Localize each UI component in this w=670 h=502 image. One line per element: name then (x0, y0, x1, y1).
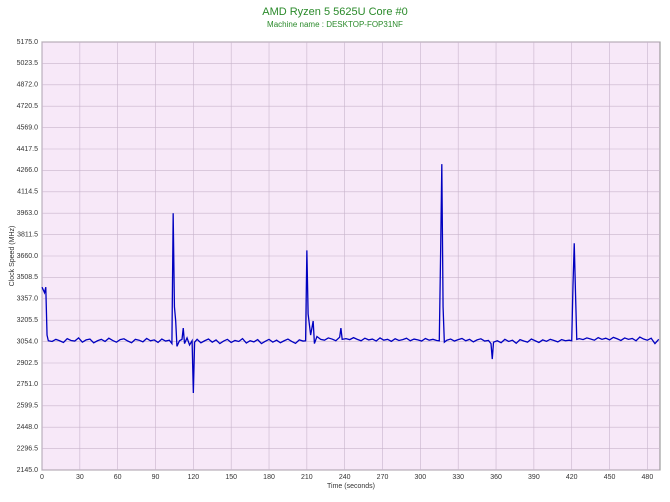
y-tick-label: 3963.0 (17, 210, 39, 217)
x-tick-label: 420 (566, 474, 578, 481)
x-tick-label: 60 (114, 474, 122, 481)
y-tick-label: 4720.5 (17, 103, 39, 110)
chart-subtitle: Machine name : DESKTOP-FOP31NF (267, 20, 403, 29)
x-tick-label: 480 (642, 474, 654, 481)
x-tick-label: 270 (377, 474, 389, 481)
y-tick-label: 4569.0 (17, 124, 39, 131)
y-tick-label: 2145.0 (17, 467, 39, 474)
y-tick-label: 3508.5 (17, 274, 39, 281)
x-tick-label: 0 (40, 474, 44, 481)
x-tick-label: 90 (152, 474, 160, 481)
y-tick-label: 4114.5 (17, 189, 38, 196)
y-tick-label: 5175.0 (17, 39, 39, 46)
x-tick-label: 330 (452, 474, 464, 481)
y-tick-label: 3660.0 (17, 253, 39, 260)
x-tick-label: 30 (76, 474, 84, 481)
x-tick-label: 210 (301, 474, 313, 481)
y-tick-label: 3054.0 (17, 338, 39, 345)
x-tick-label: 300 (415, 474, 427, 481)
y-tick-label: 2751.0 (17, 381, 39, 388)
x-tick-label: 390 (528, 474, 540, 481)
y-tick-label: 4266.0 (17, 167, 39, 174)
y-tick-label: 2902.5 (17, 360, 39, 367)
x-tick-label: 240 (339, 474, 351, 481)
y-tick-label: 3357.0 (17, 296, 39, 303)
x-axis-label: Time (seconds) (327, 483, 375, 490)
x-tick-label: 360 (490, 474, 502, 481)
y-tick-label: 4872.0 (17, 82, 39, 89)
x-tick-label: 180 (263, 474, 275, 481)
y-tick-label: 5023.5 (17, 60, 39, 67)
y-tick-label: 4417.5 (17, 146, 39, 153)
y-tick-label: 2448.0 (17, 424, 39, 431)
data-line (41, 164, 660, 394)
y-tick-label: 3811.5 (17, 231, 38, 238)
y-tick-label: 2599.5 (17, 403, 39, 410)
x-tick-label: 450 (604, 474, 616, 481)
chart-title: AMD Ryzen 5 5625U Core #0 (262, 6, 408, 18)
x-tick-label: 120 (188, 474, 200, 481)
y-tick-label: 2296.5 (17, 445, 39, 452)
y-axis-label: Clock Speed (MHz) (9, 226, 16, 287)
x-tick-label: 150 (225, 474, 237, 481)
y-tick-label: 3205.5 (17, 317, 39, 324)
